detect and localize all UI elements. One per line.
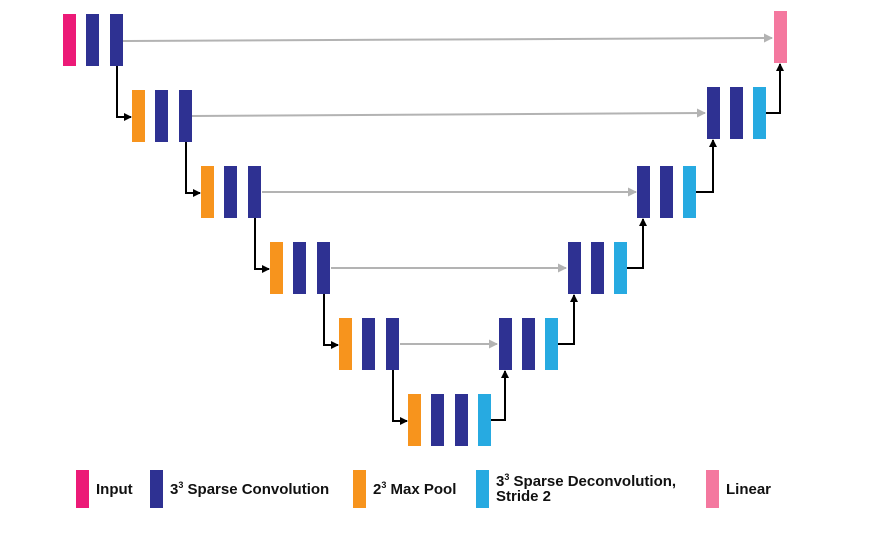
deconv-block [545,318,558,370]
down-arrow [185,142,201,197]
up-arrow [491,370,509,421]
deconv-block [753,87,766,139]
conv-block [455,394,468,446]
legend-swatch-deconv [476,470,489,508]
legend-input: Input [76,470,133,508]
pool-block [201,166,214,218]
deconv-block [478,394,491,446]
input-block [63,14,76,66]
legend-label-deconv: 33 Sparse Deconvolution, Stride 2 [496,472,677,505]
blocks [63,11,787,446]
linear-block [774,11,787,63]
flow-arrows [116,63,784,425]
conv-block [591,242,604,294]
conv-block [110,14,123,66]
legend-label-linear: Linear [726,480,772,498]
up-arrow [627,218,647,269]
legend-conv: 33 Sparse Convolution [150,470,329,508]
conv-block [568,242,581,294]
up-arrow [765,63,784,114]
legend-swatch-linear [706,470,719,508]
down-arrow [116,66,132,121]
conv-block [179,90,192,142]
conv-block [224,166,237,218]
conv-block [155,90,168,142]
conv-block [730,87,743,139]
skip-arrow [122,33,773,43]
deconv-block [683,166,696,218]
conv-block [522,318,535,370]
legend-swatch-pool [353,470,366,508]
deconv-block [614,242,627,294]
legend-swatch-conv [150,470,163,508]
conv-block [637,166,650,218]
pool-block [270,242,283,294]
conv-block [317,242,330,294]
conv-block [499,318,512,370]
up-arrow [558,294,578,345]
legend-deconv: 33 Sparse Deconvolution, Stride 2 [476,470,676,508]
down-arrow [392,370,408,425]
conv-block [386,318,399,370]
legend-linear: Linear [706,470,771,508]
legend-label-pool: 23 Max Pool [373,479,457,498]
skip-arrow [191,108,706,118]
conv-block [293,242,306,294]
conv-block [248,166,261,218]
legend-swatch-input [76,470,89,508]
legend-pool: 23 Max Pool [353,470,456,508]
up-arrow [696,139,717,193]
conv-block [362,318,375,370]
legend-label-input: Input [96,480,133,498]
pool-block [132,90,145,142]
conv-block [707,87,720,139]
conv-block [660,166,673,218]
conv-block [86,14,99,66]
down-arrow [323,294,339,349]
down-arrow [254,218,270,273]
skip-connections [122,33,773,349]
pool-block [408,394,421,446]
conv-block [431,394,444,446]
pool-block [339,318,352,370]
legend-label-conv: 33 Sparse Convolution [170,479,330,498]
